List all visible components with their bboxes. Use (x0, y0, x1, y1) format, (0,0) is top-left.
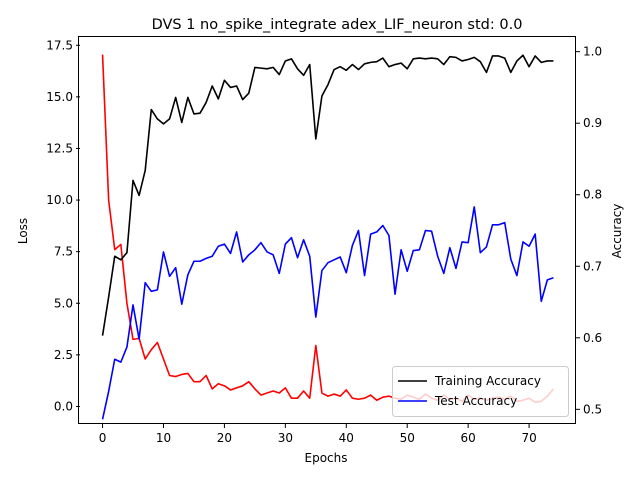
y-tick-label: 12.5 (46, 141, 73, 155)
y-axis-title: Loss (16, 218, 30, 244)
y-tick-label: 10.0 (46, 193, 73, 207)
x-tick-label: 30 (278, 431, 293, 445)
legend-label-training-accuracy: Training Accuracy (434, 374, 541, 388)
y2-tick-label: 0.8 (583, 188, 602, 202)
y2-tick-label: 0.5 (583, 402, 602, 416)
y2-tick-label: 0.7 (583, 259, 602, 273)
x-tick-label: 10 (156, 431, 171, 445)
y-tick-label: 17.5 (46, 38, 73, 52)
x-axis-title: Epochs (305, 451, 348, 465)
series-line-training-accuracy (101, 54, 554, 336)
x-tick-label: 0 (99, 431, 107, 445)
x-tick-label: 50 (400, 431, 415, 445)
legend: Training Accuracy Test Accuracy (392, 366, 569, 417)
x-tick-label: 40 (339, 431, 354, 445)
x-tick-label: 70 (521, 431, 536, 445)
y2-tick-label: 0.9 (583, 116, 602, 130)
legend-label-test-accuracy: Test Accuracy (434, 394, 517, 408)
plot-frame (78, 36, 576, 424)
x-axis: 0 10 20 30 40 50 60 70 (99, 424, 537, 445)
chart-title: DVS 1 no_spike_integrate adex_LIF_neuron… (152, 17, 523, 33)
y-axis-right: 0.5 0.6 0.7 0.8 0.9 1.0 (576, 45, 602, 416)
y-tick-label: 2.5 (54, 348, 73, 362)
y2-axis-title: Accuracy (610, 204, 624, 259)
legend-box (392, 366, 569, 417)
y2-tick-label: 0.6 (583, 331, 602, 345)
y-tick-label: 7.5 (54, 245, 73, 259)
y-tick-label: 0.0 (54, 399, 73, 413)
x-tick-label: 60 (461, 431, 476, 445)
y-tick-label: 15.0 (46, 90, 73, 104)
x-tick-label: 20 (217, 431, 232, 445)
series-line-test-accuracy (101, 206, 554, 420)
y2-tick-label: 1.0 (583, 45, 602, 59)
y-tick-label: 5.0 (54, 296, 73, 310)
y-axis-left: 0.0 2.5 5.0 7.5 10.0 12.5 15.0 17.5 (46, 38, 80, 413)
